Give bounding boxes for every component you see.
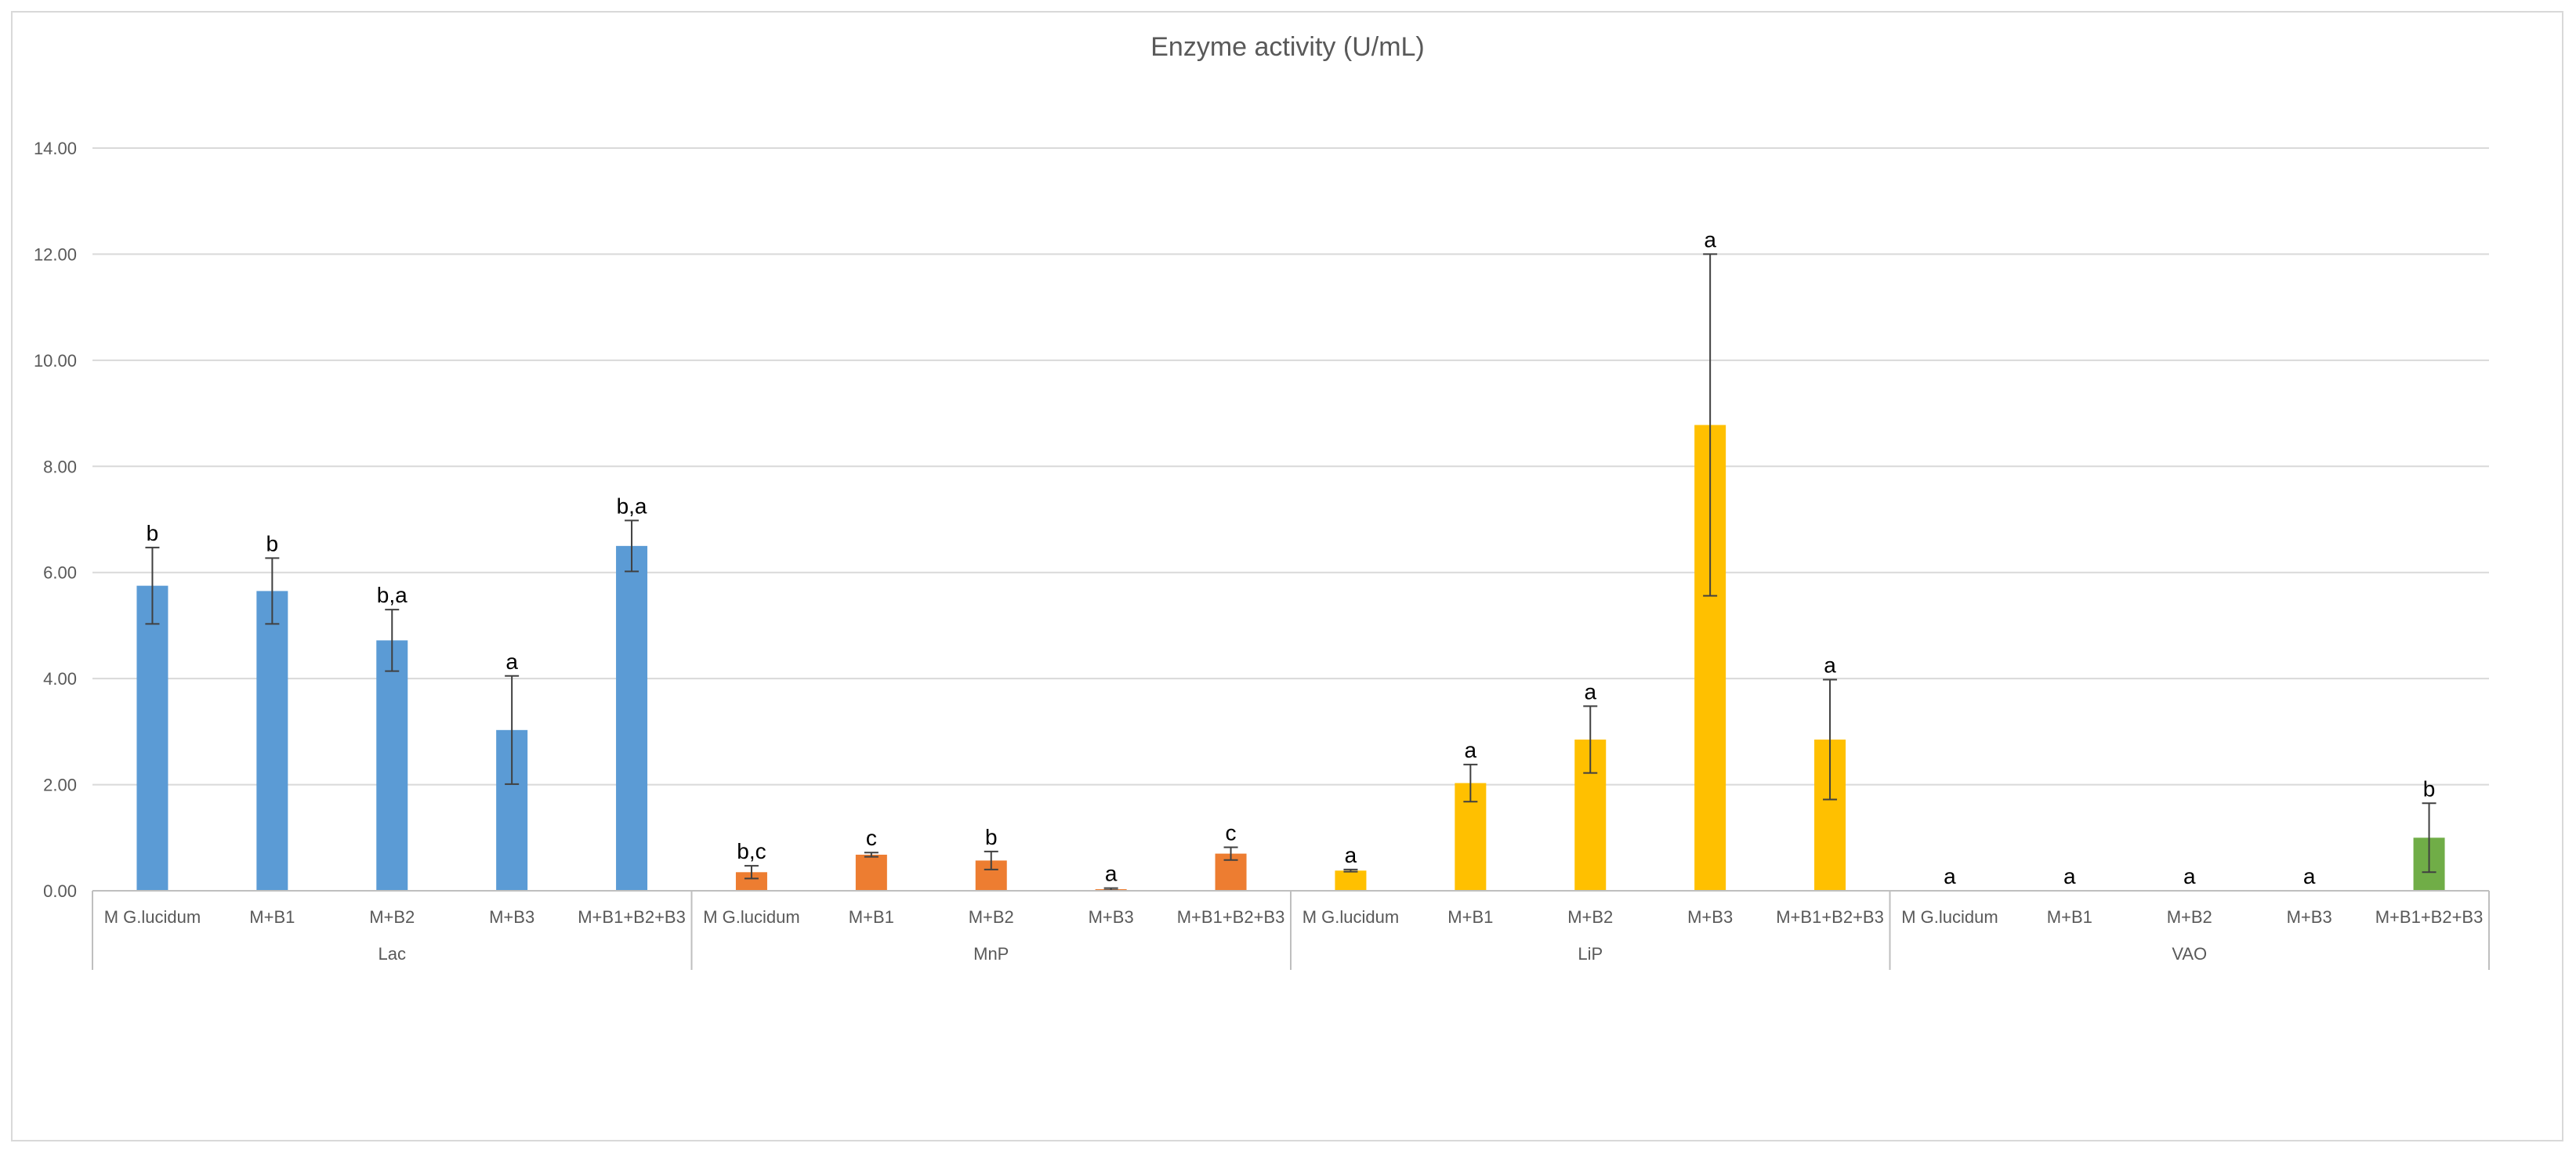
significance-label: a xyxy=(2183,864,2196,888)
bar xyxy=(1335,870,1367,891)
y-tick-label: 10.00 xyxy=(34,351,77,371)
bars xyxy=(136,425,2445,891)
significance-label: a xyxy=(1704,227,1716,251)
category-label: M+B2 xyxy=(2167,907,2212,927)
significance-label: a xyxy=(505,649,518,674)
significance-label: b,c xyxy=(737,839,766,863)
chart-title: Enzyme activity (U/mL) xyxy=(1150,32,1425,62)
category-label: M G.lucidum xyxy=(1901,907,1998,927)
bar xyxy=(616,545,648,891)
significance-label: b,a xyxy=(377,583,408,607)
significance-label: c xyxy=(866,826,877,850)
bar xyxy=(855,854,887,891)
y-tick-label: 0.00 xyxy=(43,881,77,901)
significance-label: b xyxy=(2423,776,2436,801)
category-label: M G.lucidum xyxy=(104,907,201,927)
category-label: M G.lucidum xyxy=(703,907,799,927)
significance-label: a xyxy=(1465,738,1477,762)
category-label: M+B2 xyxy=(369,907,415,927)
significance-label: a xyxy=(1345,843,1357,867)
bar xyxy=(136,585,168,891)
category-label: M+B3 xyxy=(489,907,534,927)
category-label: M G.lucidum xyxy=(1302,907,1399,927)
y-tick-label: 14.00 xyxy=(34,139,77,158)
significance-label: b xyxy=(266,531,279,555)
significance-label: b xyxy=(147,521,159,545)
category-label: M+B3 xyxy=(1089,907,1134,927)
significance-label: a xyxy=(1105,862,1118,886)
category-label: M+B2 xyxy=(1567,907,1613,927)
group-label: MnP xyxy=(973,944,1009,964)
gridlines xyxy=(92,147,2489,786)
y-tick-label: 2.00 xyxy=(43,776,77,795)
y-tick-label: 4.00 xyxy=(43,669,77,689)
bar xyxy=(256,591,288,891)
y-tick-label: 8.00 xyxy=(43,457,77,476)
y-tick-label: 6.00 xyxy=(43,563,77,583)
group-label: Lac xyxy=(379,944,406,964)
significance-label: a xyxy=(1944,864,1956,888)
category-label: M+B3 xyxy=(2287,907,2332,927)
y-tick-label: 12.00 xyxy=(34,244,77,264)
labels: Lac M G.lucidum b M+B1 b M+B2 b,a M+B3 a M+B1+B2+… xyxy=(104,227,2484,964)
category-label: M+B1+B2+B3 xyxy=(1776,907,1884,927)
bar xyxy=(735,872,767,891)
group-label: LiP xyxy=(1578,944,1603,964)
significance-label: b,a xyxy=(617,494,647,518)
significance-label: a xyxy=(1824,653,1836,677)
category-label: M+B3 xyxy=(1687,907,1733,927)
group-label: VAO xyxy=(2172,944,2207,964)
category-label: M+B2 xyxy=(969,907,1014,927)
bar xyxy=(376,640,408,891)
category-label: M+B1 xyxy=(1447,907,1493,927)
category-label: M+B1 xyxy=(249,907,295,927)
category-label: M+B1+B2+B3 xyxy=(2375,907,2484,927)
significance-label: c xyxy=(1226,820,1237,845)
significance-label: a xyxy=(2303,864,2316,888)
significance-label: b xyxy=(985,825,998,849)
category-label: M+B1 xyxy=(849,907,894,927)
chart-frame xyxy=(11,11,2563,1141)
significance-label: a xyxy=(1584,679,1596,704)
category-label: M+B1+B2+B3 xyxy=(578,907,686,927)
category-label: M+B1+B2+B3 xyxy=(1177,907,1285,927)
category-label: M+B1 xyxy=(2047,907,2092,927)
significance-label: a xyxy=(2063,864,2076,888)
axes: 0.00 2.00 4.00 6.00 8.00 10.00 12.00 14.00 xyxy=(34,139,2490,970)
error-bars xyxy=(145,253,2437,892)
